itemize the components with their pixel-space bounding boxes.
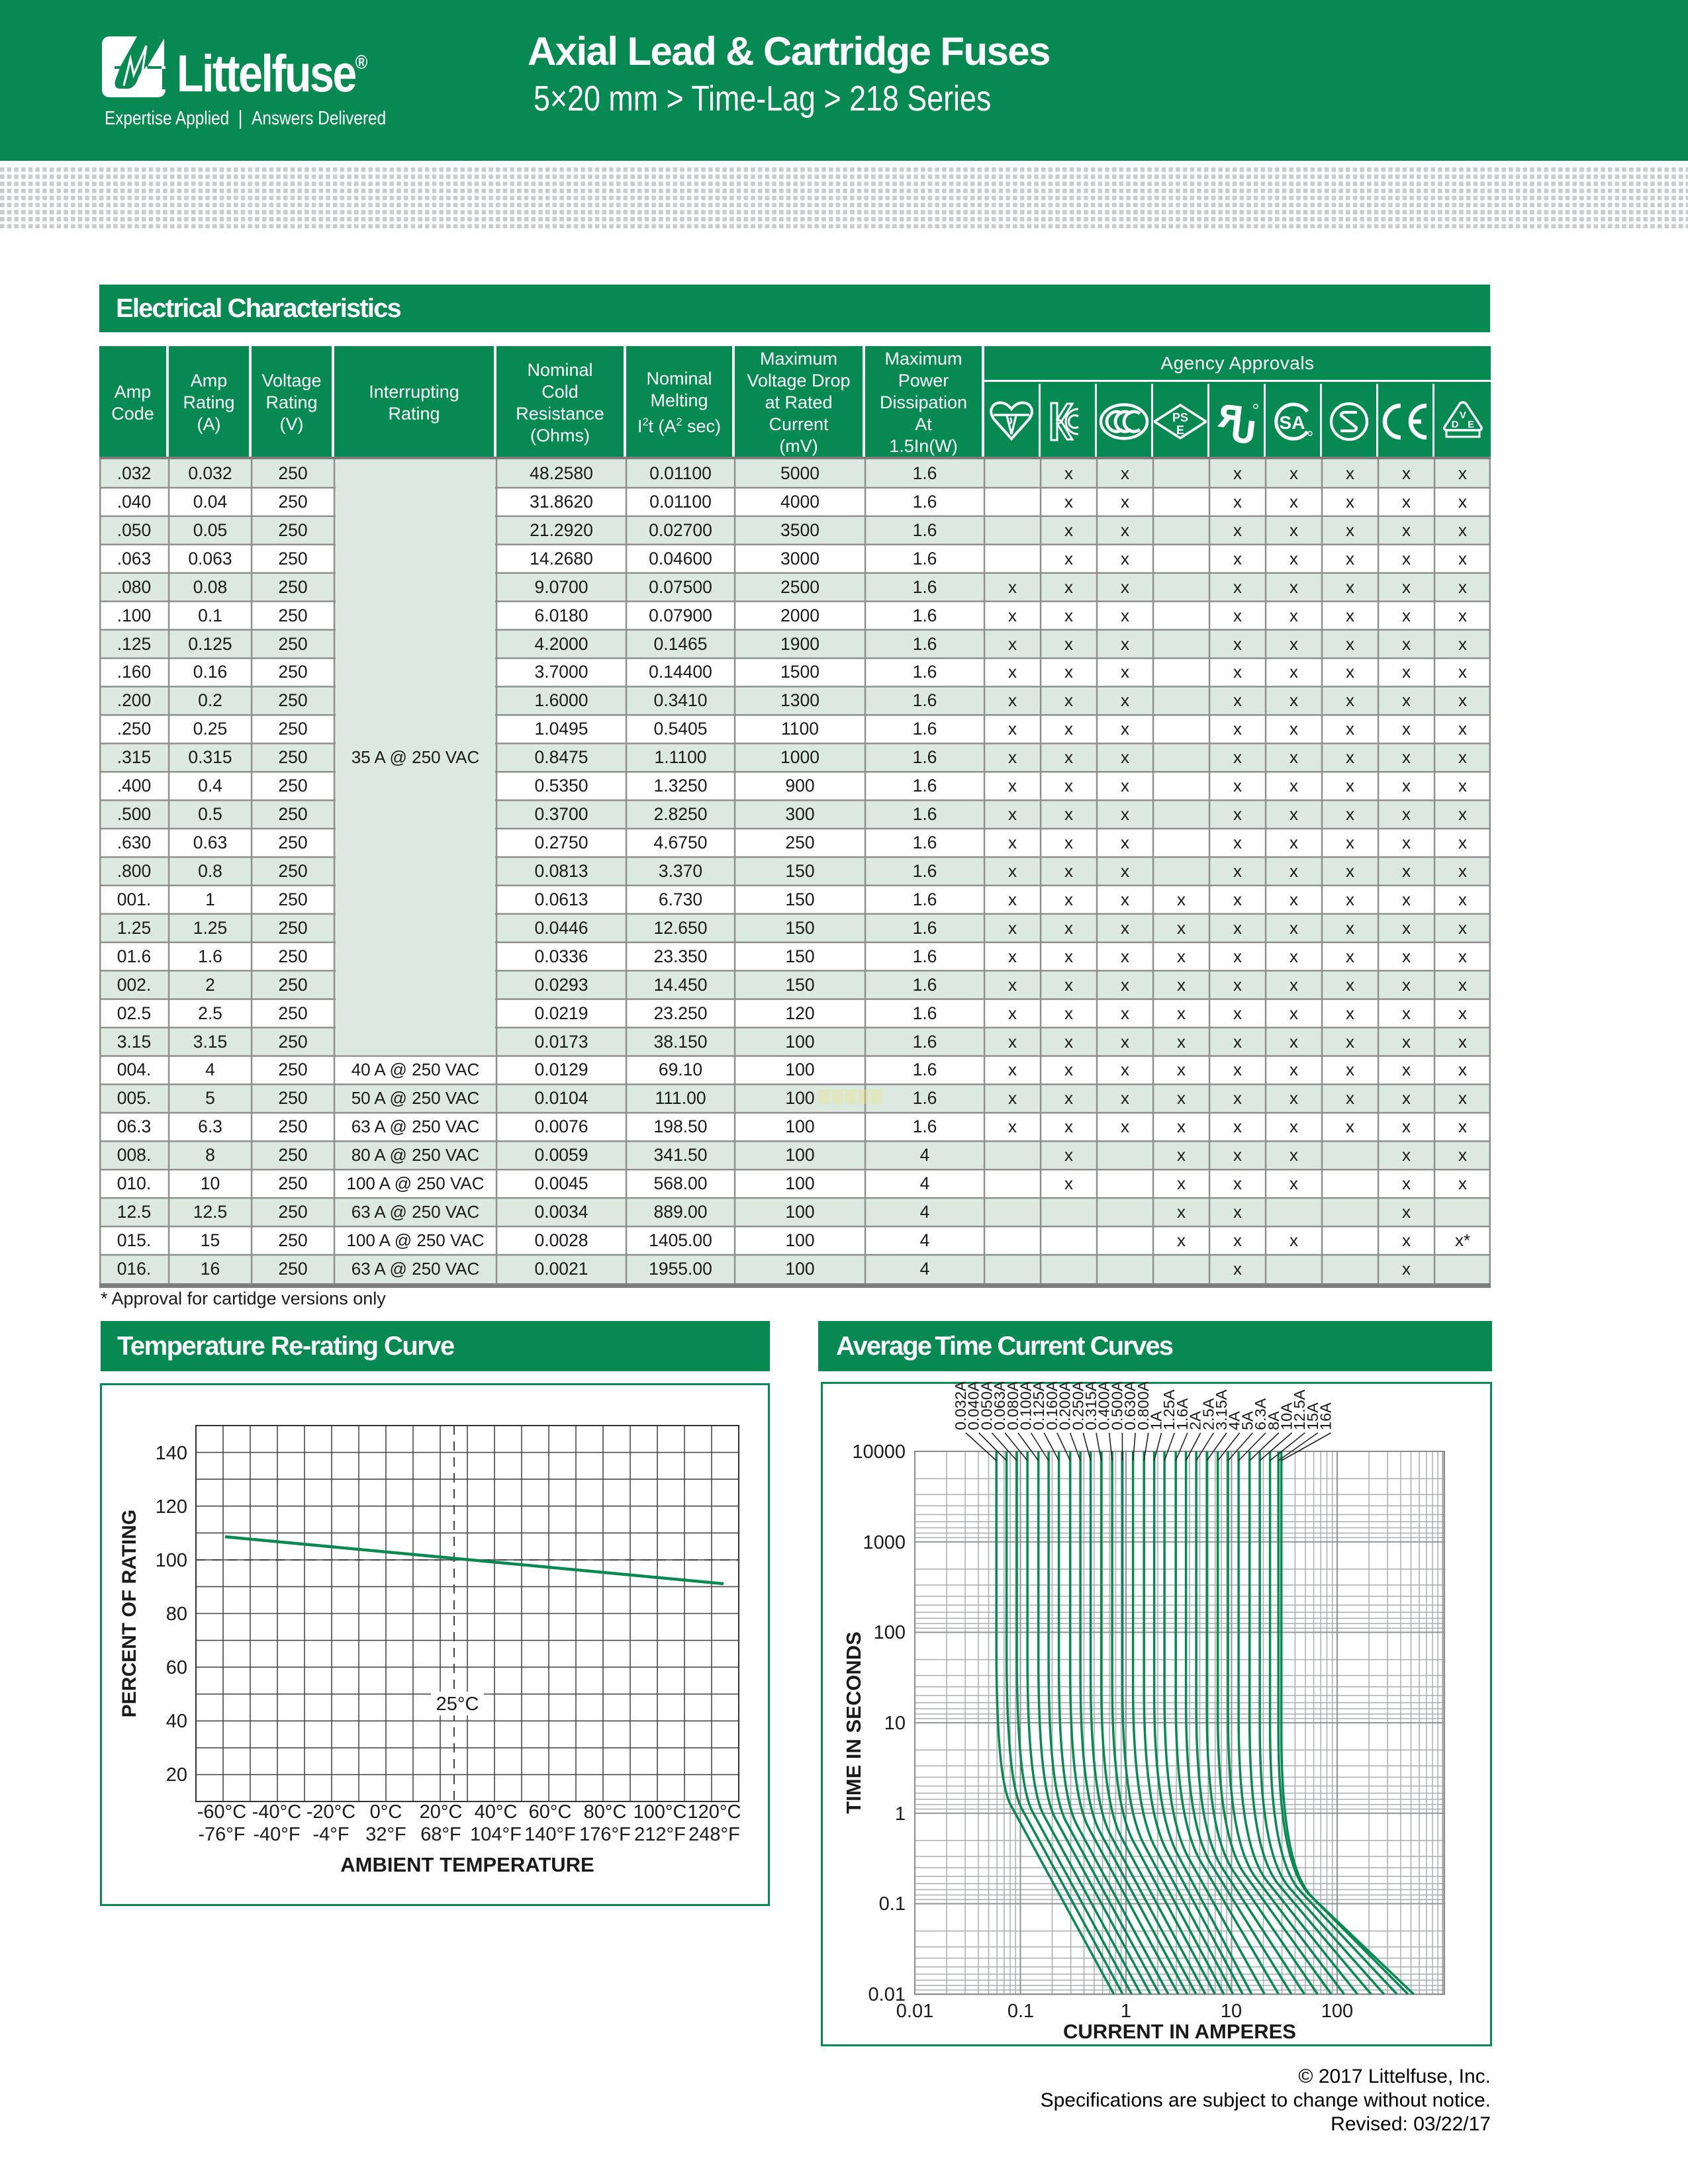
svg-text:20°C: 20°C xyxy=(420,1801,463,1823)
svg-text:0.160A: 0.160A xyxy=(1043,1382,1060,1430)
svg-text:68°F: 68°F xyxy=(420,1824,461,1845)
svg-text:PERCENT OF RATING: PERCENT OF RATING xyxy=(118,1510,140,1717)
svg-text:-60°C: -60°C xyxy=(197,1801,246,1823)
svg-text:60°C: 60°C xyxy=(529,1801,572,1823)
svg-text:212°F: 212°F xyxy=(634,1824,686,1845)
svg-text:176°F: 176°F xyxy=(579,1824,631,1845)
svg-text:1.6A: 1.6A xyxy=(1174,1398,1191,1430)
svg-text:0.315A: 0.315A xyxy=(1082,1382,1100,1430)
svg-text:0.630A: 0.630A xyxy=(1121,1382,1139,1430)
svg-text:20: 20 xyxy=(166,1764,187,1786)
svg-text:40°C: 40°C xyxy=(475,1801,518,1823)
svg-text:15A: 15A xyxy=(1304,1402,1321,1430)
svg-text:U: U xyxy=(1230,413,1257,444)
svg-text:PS: PS xyxy=(1172,411,1188,424)
svg-text:104°F: 104°F xyxy=(470,1824,522,1845)
svg-text:0.400A: 0.400A xyxy=(1096,1382,1113,1430)
svg-text:-76°F: -76°F xyxy=(198,1824,245,1845)
svg-text:-20°C: -20°C xyxy=(306,1801,355,1823)
svg-text:2A: 2A xyxy=(1187,1411,1204,1430)
svg-text:10000: 10000 xyxy=(852,1441,906,1463)
svg-text:100°C: 100°C xyxy=(633,1801,687,1823)
svg-text:-4°F: -4°F xyxy=(312,1824,349,1845)
svg-text:1000: 1000 xyxy=(863,1532,906,1553)
svg-text:40: 40 xyxy=(166,1711,187,1732)
svg-text:6.3A: 6.3A xyxy=(1252,1398,1269,1430)
svg-text:100: 100 xyxy=(874,1622,906,1643)
svg-text:SA: SA xyxy=(1280,412,1305,433)
svg-text:1: 1 xyxy=(895,1803,906,1825)
svg-text:0.200A: 0.200A xyxy=(1056,1382,1074,1430)
svg-text:0.080A: 0.080A xyxy=(1004,1382,1021,1430)
svg-text:32°F: 32°F xyxy=(365,1824,406,1845)
svg-text:0.01: 0.01 xyxy=(896,2001,933,2022)
svg-text:AMBIENT TEMPERATURE: AMBIENT TEMPERATURE xyxy=(340,1853,594,1876)
svg-text:10: 10 xyxy=(884,1713,906,1734)
svg-text:8A: 8A xyxy=(1265,1411,1282,1430)
svg-text:0.100A: 0.100A xyxy=(1017,1382,1035,1430)
svg-text:120°C: 120°C xyxy=(688,1801,741,1823)
svg-text:D: D xyxy=(1451,419,1458,430)
svg-text:0°C: 0°C xyxy=(370,1801,402,1823)
svg-text:16A: 16A xyxy=(1317,1402,1335,1430)
svg-text:2.5A: 2.5A xyxy=(1199,1398,1217,1430)
svg-text:0.1: 0.1 xyxy=(1008,2001,1034,2022)
svg-text:80: 80 xyxy=(166,1604,187,1625)
svg-text:E: E xyxy=(1176,424,1184,437)
svg-text:248°F: 248°F xyxy=(688,1824,740,1845)
svg-text:0.050A: 0.050A xyxy=(978,1382,995,1430)
svg-text:CURRENT IN AMPERES: CURRENT IN AMPERES xyxy=(1063,2020,1296,2043)
svg-text:0.01: 0.01 xyxy=(868,1984,906,2005)
svg-text:0.800A: 0.800A xyxy=(1135,1382,1152,1430)
svg-text:12.5A: 12.5A xyxy=(1291,1389,1308,1430)
svg-text:1.25A: 1.25A xyxy=(1160,1389,1178,1430)
svg-text:140°F: 140°F xyxy=(524,1824,576,1845)
svg-text:100: 100 xyxy=(1321,2001,1353,2022)
svg-text:TIME IN SECONDS: TIME IN SECONDS xyxy=(842,1631,865,1814)
svg-text:1A: 1A xyxy=(1148,1411,1165,1430)
svg-text:E: E xyxy=(1467,419,1474,430)
svg-text:0.500A: 0.500A xyxy=(1108,1382,1125,1430)
svg-text:-40°C: -40°C xyxy=(252,1801,301,1823)
svg-text:80°C: 80°C xyxy=(584,1801,627,1823)
svg-text:4A: 4A xyxy=(1226,1411,1243,1430)
svg-text:5A: 5A xyxy=(1239,1411,1256,1430)
svg-text:120: 120 xyxy=(156,1496,187,1518)
svg-text:140: 140 xyxy=(156,1443,187,1464)
svg-text:0.040A: 0.040A xyxy=(965,1382,982,1430)
svg-text:1: 1 xyxy=(1121,2001,1131,2022)
svg-text:-40°F: -40°F xyxy=(253,1824,300,1845)
svg-text:0.063A: 0.063A xyxy=(991,1382,1008,1430)
svg-text:60: 60 xyxy=(166,1657,187,1678)
svg-text:0.250A: 0.250A xyxy=(1069,1382,1086,1430)
svg-text:V: V xyxy=(1459,410,1466,421)
svg-text:3.15A: 3.15A xyxy=(1213,1389,1230,1430)
svg-text:10: 10 xyxy=(1221,2001,1242,2022)
svg-text:0.125A: 0.125A xyxy=(1030,1382,1047,1430)
svg-text:25°C: 25°C xyxy=(436,1694,479,1715)
svg-text:100: 100 xyxy=(156,1550,187,1571)
svg-text:0.032A: 0.032A xyxy=(952,1382,969,1430)
svg-text:R: R xyxy=(1217,399,1244,436)
svg-text:10A: 10A xyxy=(1278,1402,1295,1430)
svg-text:0.1: 0.1 xyxy=(879,1893,906,1915)
